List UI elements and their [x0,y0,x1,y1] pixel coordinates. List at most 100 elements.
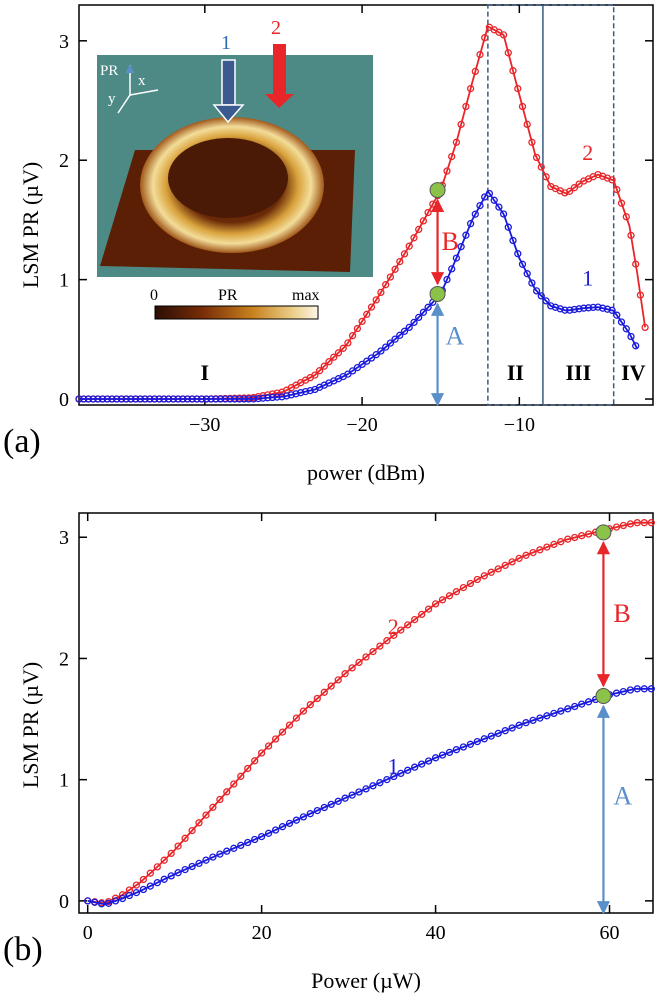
panel-a-ylabel: LSM PR (µV) [18,162,43,288]
series-2-point [636,291,645,299]
series-2-point [341,670,349,678]
series-1-point [580,304,588,312]
series-1-point [104,899,113,907]
series-1-point [376,779,384,787]
series-2-point [487,568,495,576]
marker-low [595,688,612,705]
series-2-point [257,749,266,757]
series-1-point [320,803,328,812]
series-1-point [537,292,545,300]
series-1-point [292,816,301,824]
series-2-point [457,120,465,129]
series-1-point [499,210,508,218]
series-2-point [599,172,607,180]
series-1-point [619,687,628,696]
series-2-point [410,234,418,242]
series-2-point [132,881,141,889]
inset-ring-hole [168,138,288,218]
series-2-point [438,596,447,604]
inset-arrow-2-shaft [273,44,286,94]
series-2-point [195,819,203,827]
series-1-point [411,763,419,771]
series-1-point [599,304,607,312]
series-1-point [249,395,258,403]
series-2-point [532,153,541,162]
series-2-point [271,735,280,743]
series-1-point [216,395,225,403]
series-1-point [532,287,541,295]
series-2-point [355,658,363,667]
series-1-point [575,305,583,313]
x-tick-label: 60 [600,922,620,944]
series-1-point [397,769,405,778]
series-1-point [278,823,287,831]
series-1-point [231,395,239,403]
series-1-point [251,835,259,844]
series-1-point [313,806,321,815]
series-2-point [508,558,516,566]
series-2-point [501,561,509,570]
panel-a: I II III IV PR x y 1 2 0 PR max −30 −20 −1001… [3,4,654,485]
series-1-point [528,279,536,287]
series-1-point [613,311,621,319]
series-1-point [550,709,558,718]
series-1-point [271,826,280,834]
series-1-point [542,297,550,305]
y-tick-label: 2 [59,648,69,670]
series-2-point [339,344,347,352]
series-1-point [452,746,461,754]
series-1-point [285,819,294,828]
series-2-point [528,138,536,146]
series-1-point [419,308,428,316]
series-1-point [118,894,127,903]
series-1-point [297,389,305,397]
series-2-point [390,631,398,639]
series-2-point [396,257,404,266]
series-1-point [509,236,517,245]
series-1-point [223,847,231,855]
marker-low [429,285,446,302]
series-1-point [424,757,433,765]
series-2-point [550,540,558,549]
series-1-point [485,189,494,198]
series-2-point [348,332,357,340]
series-2-point [334,676,342,684]
series-1-point [400,327,409,335]
series-1-point [431,754,440,762]
series-1-point [377,347,385,355]
series-1-point [481,193,489,201]
series-1-point [174,395,182,403]
series-2-point [466,579,475,588]
series-1-point [188,395,196,403]
series-1-point [179,395,187,403]
series-1-point [391,335,399,343]
series-1-point [181,865,189,874]
series-1-point [209,853,217,861]
region-label-III: III [565,360,591,385]
series-1-point [117,395,126,403]
series-1-point [216,850,224,858]
series-2-point [566,187,574,195]
series-2-point [153,863,161,871]
series-1-point [97,900,106,908]
series-2-point [376,642,384,650]
series-2-point [424,605,433,613]
series-1-point [438,751,447,759]
series-label-1: 1 [388,754,399,779]
series-2-point [251,757,259,765]
series-1-point [405,323,413,332]
y-tick-label: 1 [59,770,69,792]
series-1-point [480,735,488,743]
series-1-point [459,743,468,751]
series-1-point [543,712,551,720]
series-1-point [259,394,267,402]
series-1-point [136,395,144,403]
y-tick-label: 3 [59,31,69,53]
series-1-point [160,875,168,883]
series-2-point [353,324,362,333]
label-A: A [613,782,632,811]
marker-high [595,524,612,541]
series-2-point [570,184,579,192]
series-1-point [584,304,593,312]
